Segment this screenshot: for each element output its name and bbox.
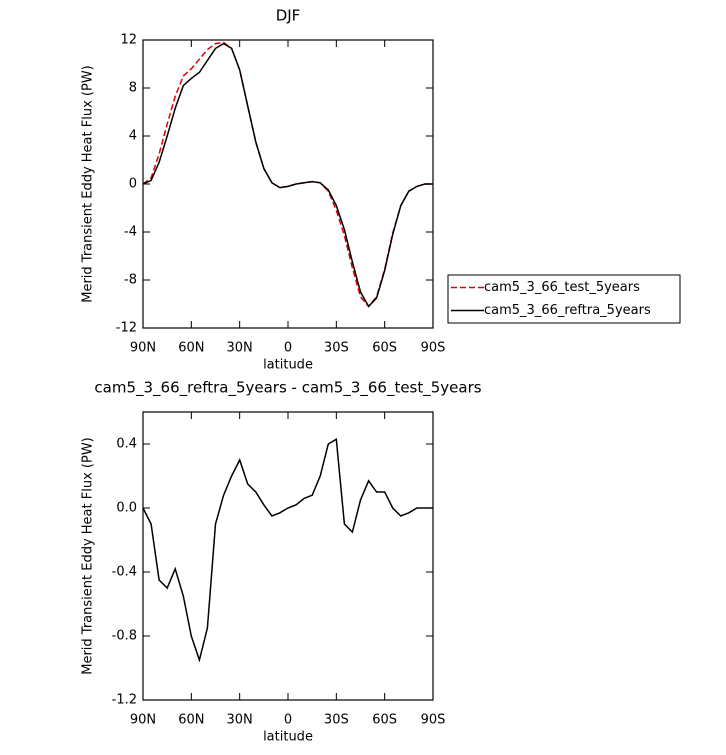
- chart-title: DJF: [276, 7, 301, 25]
- data-line: [142, 437, 433, 663]
- y-tick-label: 0.0: [116, 501, 137, 516]
- y-tick-label: -1.2: [112, 693, 137, 708]
- x-tick-label: 60S: [372, 713, 397, 728]
- x-axis-label: latitude: [263, 730, 313, 745]
- y-axis-label: Merid Transient Eddy Heat Flux (PW): [81, 437, 96, 675]
- legend-label: cam5_3_66_reftra_5years: [484, 303, 651, 318]
- x-tick-label: 60N: [178, 713, 204, 728]
- chart-title: cam5_3_66_reftra_5years - cam5_3_66_test…: [94, 379, 481, 398]
- x-tick-label: 0: [284, 341, 292, 356]
- x-tick-label: 0: [284, 713, 292, 728]
- y-tick-label: -4: [124, 225, 137, 240]
- y-tick-label: 4: [129, 129, 137, 144]
- x-tick-label: 90N: [130, 713, 156, 728]
- x-tick-label: 30N: [227, 341, 253, 356]
- y-tick-label: -8: [124, 273, 137, 288]
- x-axis-label: latitude: [263, 358, 313, 373]
- y-tick-label: 0.4: [116, 437, 137, 452]
- x-tick-label: 60N: [178, 341, 204, 356]
- x-tick-label: 30N: [227, 713, 253, 728]
- y-tick-label: -12: [116, 321, 137, 336]
- y-tick-label: 8: [129, 81, 137, 96]
- y-tick-label: 0: [129, 177, 137, 192]
- x-tick-label: 60S: [372, 341, 397, 356]
- plot-frame: [142, 411, 434, 701]
- data-line: [142, 41, 433, 308]
- x-tick-label: 30S: [324, 713, 349, 728]
- x-tick-label: 90S: [421, 341, 446, 356]
- legend-label: cam5_3_66_test_5years: [484, 280, 640, 295]
- y-tick-label: -0.4: [112, 565, 137, 580]
- data-line: [142, 42, 433, 308]
- x-tick-label: 90S: [421, 713, 446, 728]
- x-tick-label: 90N: [130, 341, 156, 356]
- legend-box: [447, 274, 681, 324]
- y-axis-label: Merid Transient Eddy Heat Flux (PW): [81, 65, 96, 303]
- y-tick-label: -0.8: [112, 629, 137, 644]
- y-tick-label: 12: [120, 33, 137, 48]
- x-tick-label: 30S: [324, 341, 349, 356]
